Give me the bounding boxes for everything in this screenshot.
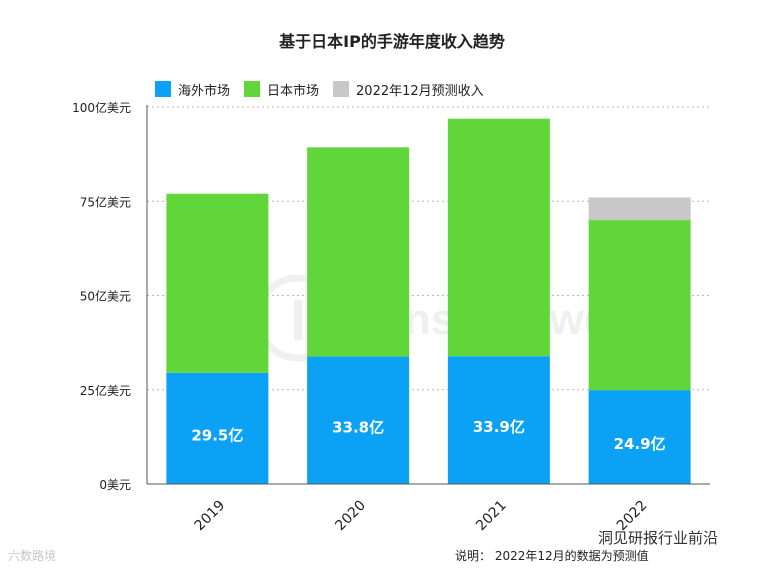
corner-logo-text: 六数路境: [8, 548, 56, 563]
bar-segment: [307, 147, 410, 357]
bar-segment: [588, 390, 691, 484]
bar-segment: [447, 356, 550, 484]
bar-data-label: 29.5亿: [191, 426, 243, 444]
legend-label: 日本市场: [267, 83, 319, 99]
legend: 海外市场 日本市场 2022年12月预测收入: [155, 81, 484, 99]
legend-swatch: [155, 81, 171, 97]
bar-segment: [166, 372, 269, 484]
y-tick-label: 50亿美元: [80, 289, 131, 304]
y-tick-label: 25亿美元: [80, 383, 131, 398]
y-tick-label: 0美元: [99, 478, 131, 492]
y-tick-label: 75亿美元: [80, 194, 131, 209]
bar-segment: [447, 118, 550, 357]
watermark-logo-bar: [294, 300, 302, 340]
legend-swatch: [333, 81, 350, 97]
bar-data-label: 24.9亿: [614, 435, 666, 453]
legend-swatch: [244, 81, 261, 97]
legend-label: 海外市场: [178, 83, 230, 99]
grid-lines: [147, 106, 710, 391]
axes: [146, 105, 710, 485]
bar-segment: [588, 220, 691, 391]
y-tick-label: 100亿美元: [72, 100, 131, 115]
legend-label: 2022年12月预测收入: [356, 84, 484, 99]
bar-data-label: 33.8亿: [332, 418, 384, 436]
corner-caption-text: 洞见研报行业前沿: [598, 529, 718, 547]
x-tick-label: 2021: [473, 498, 510, 535]
bar-segment: [588, 197, 691, 221]
chart-title: 基于日本IP的手游年度收入趋势: [278, 32, 505, 51]
bar-data-label: 33.9亿: [473, 418, 525, 436]
x-tick-label: 2020: [332, 498, 369, 535]
bar-segment: [307, 356, 410, 484]
bar-segment: [166, 193, 269, 373]
chart-note: 说明： 2022年12月的数据为预测值: [455, 548, 649, 563]
bars: 29.5亿 33.8亿 33.9亿 24.9亿: [166, 118, 691, 484]
x-tick-label: 2019: [192, 498, 229, 535]
